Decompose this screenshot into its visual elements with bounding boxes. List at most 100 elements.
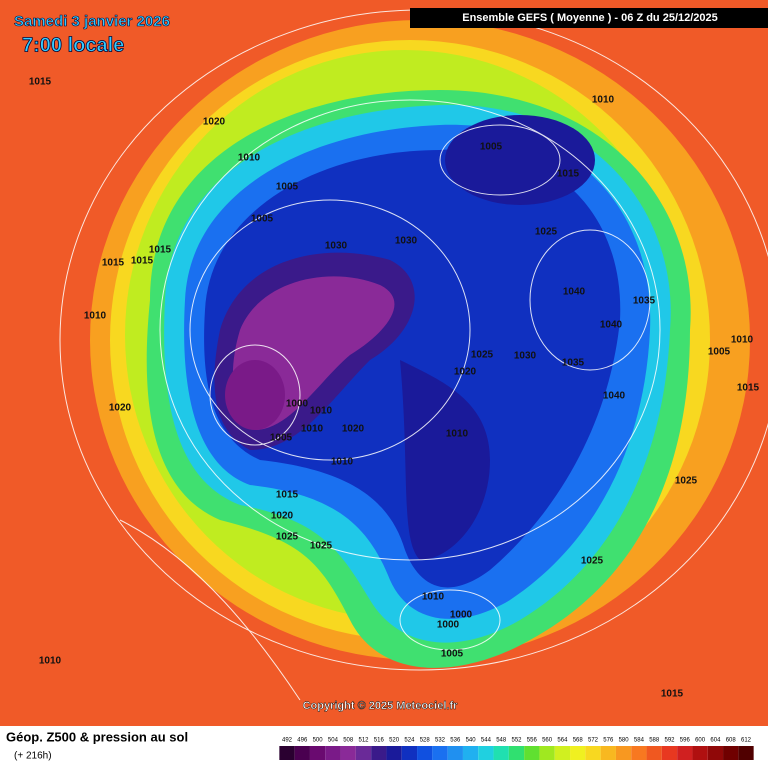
isobar-label: 1040 [600, 320, 623, 331]
scale-swatch [554, 746, 571, 760]
isobar-label: 1030 [514, 351, 537, 362]
copyright: Copyright © 2025 Meteociel.fr [303, 700, 459, 712]
scale-swatch [646, 746, 662, 760]
isobar-label: 1010 [301, 424, 324, 435]
isobar-label: 1015 [737, 383, 760, 394]
scale-swatch [692, 746, 708, 760]
scale-label: 556 [527, 738, 538, 744]
isobar-label: 1005 [276, 182, 299, 193]
isobar-label: 1015 [149, 245, 172, 256]
isobar-label: 1010 [592, 95, 615, 106]
isobar-label: 1005 [708, 347, 731, 358]
scale-label: 568 [573, 738, 584, 744]
scale-swatch [661, 746, 678, 760]
scale-label: 552 [511, 738, 522, 744]
scale-swatch [707, 746, 724, 760]
scale-swatch [631, 746, 647, 760]
scale-label: 524 [404, 738, 415, 744]
isobar-label: 1030 [395, 236, 418, 247]
isobar-label: 1020 [203, 117, 226, 128]
scale-swatch [615, 746, 632, 760]
isobar-label: 1015 [661, 689, 684, 700]
scale-swatch [417, 746, 433, 760]
zone [445, 115, 595, 205]
scale-label: 592 [664, 738, 675, 744]
isobar-label: 1000 [437, 620, 460, 631]
zone [225, 360, 285, 430]
scale-swatch [447, 746, 463, 760]
scale-swatch [294, 746, 310, 760]
isobar-label: 1010 [310, 406, 333, 417]
scale-label: 608 [726, 738, 737, 744]
isobar-label: 1005 [480, 142, 503, 153]
forecast-date: Samedi 3 janvier 2026 [14, 13, 170, 30]
isobar-label: 1015 [557, 169, 580, 180]
scale-swatch [508, 746, 525, 760]
scale-label: 504 [328, 738, 339, 744]
isobar-label: 1025 [310, 541, 333, 552]
scale-label: 576 [603, 738, 614, 744]
scale-swatch [371, 746, 387, 760]
isobar-label: 1035 [562, 358, 585, 369]
scale-swatch [279, 746, 295, 760]
scale-label: 516 [374, 738, 385, 744]
scale-label: 572 [588, 738, 599, 744]
scale-swatch [462, 746, 479, 760]
scale-swatch [524, 746, 540, 760]
scale-label: 512 [358, 738, 369, 744]
scale-label: 532 [435, 738, 446, 744]
isobar-label: 1020 [271, 511, 294, 522]
scale-swatch [401, 746, 418, 760]
isobar-label: 1025 [535, 227, 558, 238]
isobar-label: 1025 [276, 532, 299, 543]
isobar-label: 1025 [471, 350, 494, 361]
scale-swatch [325, 746, 341, 760]
isobar-label: 1010 [422, 592, 445, 603]
isobar-label: 1000 [286, 399, 309, 410]
isobar-label: 1020 [342, 424, 365, 435]
isobar-label: 1015 [29, 77, 52, 88]
isobar-label: 1020 [109, 403, 132, 414]
scale-swatch [600, 746, 616, 760]
isobar-label: 1030 [325, 241, 348, 252]
zone [400, 360, 490, 560]
scale-label: 612 [741, 738, 752, 744]
isobar-label: 1040 [603, 391, 626, 402]
scale-label: 540 [466, 738, 477, 744]
scale-swatch [677, 746, 693, 760]
scale-label: 600 [695, 738, 706, 744]
legend-lead: (+ 216h) [14, 751, 52, 762]
isobar-label: 1000 [450, 610, 473, 621]
legend-title: Géop. Z500 & pression au sol [6, 729, 188, 744]
scale-swatch [478, 746, 494, 760]
scale-swatch [738, 746, 754, 760]
scale-swatch [539, 746, 555, 760]
forecast-time: 7:00 locale [22, 34, 124, 56]
scale-label: 580 [619, 738, 630, 744]
scale-label: 544 [481, 738, 492, 744]
isobar-label: 1040 [563, 287, 586, 298]
scale-label: 604 [710, 738, 721, 744]
isobar-label: 1010 [39, 656, 62, 667]
isobar-label: 1020 [454, 367, 477, 378]
scale-swatch [570, 746, 586, 760]
isobar-label: 1015 [131, 256, 154, 267]
isobar-label: 1010 [84, 311, 107, 322]
scale-label: 564 [557, 738, 568, 744]
isobar-label: 1025 [675, 476, 698, 487]
scale-swatch [340, 746, 356, 760]
scale-label: 536 [450, 738, 461, 744]
header-box [410, 8, 768, 28]
scale-label: 528 [420, 738, 431, 744]
isobar-label: 1035 [633, 296, 656, 307]
scale-label: 596 [680, 738, 691, 744]
isobar-label: 1010 [446, 429, 469, 440]
scale-label: 560 [542, 738, 553, 744]
scale-swatch [723, 746, 739, 760]
scale-swatch [355, 746, 372, 760]
scale-label: 496 [297, 738, 308, 744]
scale-swatch [432, 746, 448, 760]
isobar-label: 1005 [270, 433, 293, 444]
isobar-label: 1005 [251, 214, 274, 225]
